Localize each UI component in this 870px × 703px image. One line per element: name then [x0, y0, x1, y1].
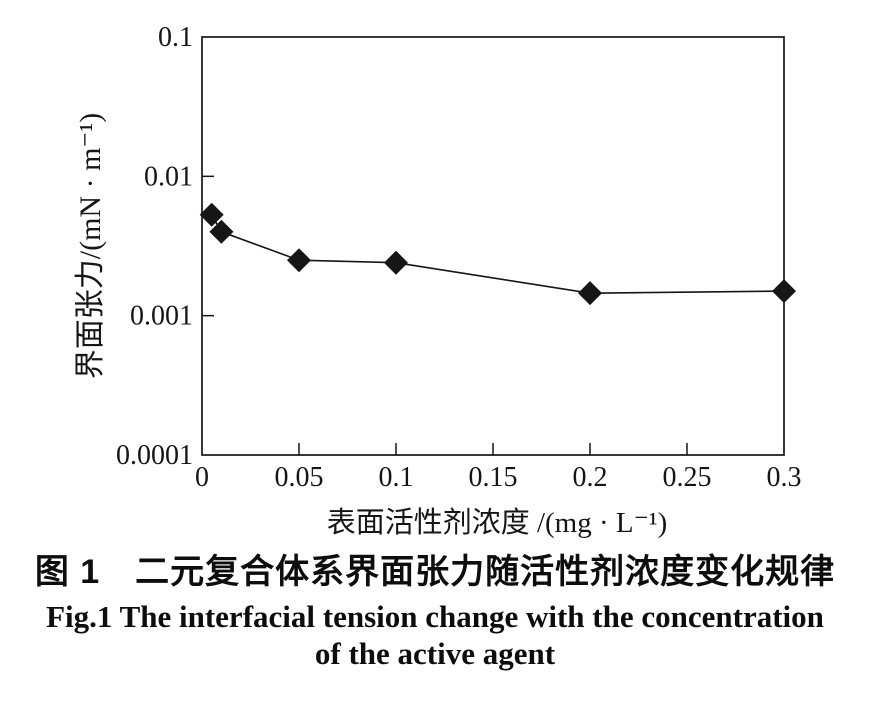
figure-caption-en-line1: Fig.1 The interfacial tension change wit… [46, 599, 824, 634]
interfacial-tension-chart: 0 0.05 0.1 0.15 0.2 0.25 0.3 0.1 0.01 0.001 0.0001… [74, 22, 802, 539]
data-point-marker [287, 248, 311, 273]
y-tick-label: 0.0001 [116, 440, 193, 471]
chart-area: 0 0.05 0.1 0.15 0.2 0.25 0.3 0.1 0.01 0.001 0.0001… [74, 22, 802, 539]
data-point-marker [578, 281, 602, 306]
x-tick-label: 0.2 [573, 462, 608, 493]
y-tick-label: 0.01 [144, 161, 193, 192]
y-axis-label: 界面张力/(mN · m⁻¹) [74, 113, 107, 379]
x-axis-label: 表面活性剂浓度 /(mg · L⁻¹) [327, 506, 668, 539]
data-point-marker [209, 219, 234, 244]
data-point-marker [772, 279, 796, 304]
figure-caption-en-line2: of the active agent [314, 636, 556, 671]
plot-frame [201, 36, 785, 456]
x-tick-label: 0.25 [663, 462, 712, 493]
data-point-marker [384, 250, 408, 275]
figure-caption-zh: 图 1 二元复合体系界面张力随活性剂浓度变化规律 [34, 553, 836, 591]
figure-caption: 图 1 二元复合体系界面张力随活性剂浓度变化规律 Fig.1 The inter… [0, 552, 870, 672]
x-tick-label: 0.05 [275, 462, 324, 493]
x-tick-label: 0.1 [379, 462, 414, 493]
x-tick-label: 0.15 [469, 462, 518, 493]
data-point-marker [199, 202, 224, 227]
x-tick-label: 0.3 [767, 462, 802, 493]
y-tick-label: 0.1 [158, 22, 193, 53]
x-tick-label: 0 [195, 462, 209, 493]
y-tick-label: 0.001 [130, 301, 193, 332]
